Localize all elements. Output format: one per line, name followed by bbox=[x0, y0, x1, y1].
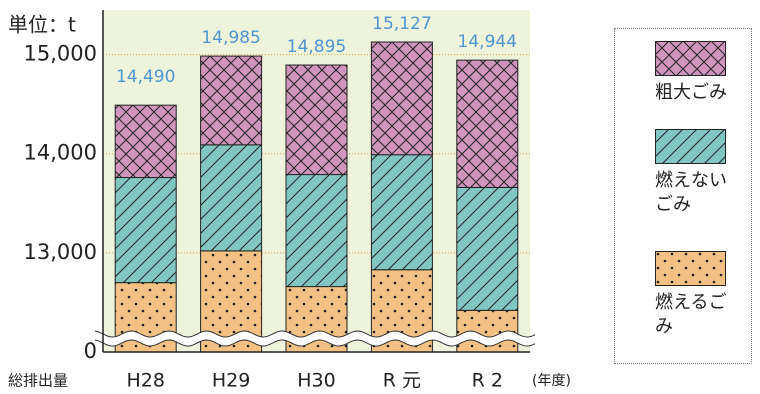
bar-pattern bbox=[285, 64, 348, 176]
legend-swatch-pattern bbox=[655, 41, 726, 76]
bar-pattern bbox=[456, 186, 519, 311]
y-tick-label: 13,000 bbox=[24, 240, 97, 264]
axis-break-line bbox=[94, 339, 536, 347]
legend: 粗大ごみ燃えないごみ 燃えるごみ bbox=[614, 28, 752, 364]
y-tick-label: 0 bbox=[84, 339, 97, 363]
legend-item: 粗大ごみ bbox=[655, 41, 735, 105]
total-label: 14,490 bbox=[116, 67, 175, 87]
y-tick-label: 14,000 bbox=[24, 141, 97, 165]
legend-swatch bbox=[655, 251, 726, 286]
legend-swatch-pattern bbox=[655, 129, 726, 164]
x-tick-label: H30 bbox=[297, 370, 335, 392]
x-tick-label: H28 bbox=[126, 370, 164, 392]
x-tick-label: R 2 bbox=[472, 370, 503, 392]
bar-pattern bbox=[370, 41, 433, 156]
bar-pattern bbox=[114, 177, 177, 284]
total-label: 14,985 bbox=[201, 28, 260, 48]
bar-pattern bbox=[114, 104, 177, 179]
bar-pattern bbox=[285, 174, 348, 288]
x-tick-label: R 元 bbox=[383, 370, 421, 392]
bar-pattern bbox=[456, 59, 519, 188]
legend-label: 粗大ごみ bbox=[655, 82, 727, 103]
legend-item: 燃えないごみ bbox=[655, 129, 735, 217]
total-label: 15,127 bbox=[372, 14, 431, 34]
bar-pattern bbox=[200, 55, 263, 146]
chart: 単位：t 総排出量 (年度) 0 13,000 14,000 15,000 14,490… bbox=[8, 10, 571, 392]
legend-label: 燃えないごみ bbox=[655, 170, 727, 215]
legend-swatch bbox=[655, 41, 726, 76]
total-label: 14,944 bbox=[458, 32, 517, 52]
y-axis-label: 単位：t bbox=[8, 13, 76, 37]
bar-pattern bbox=[200, 144, 263, 252]
legend-item: 燃えるごみ bbox=[655, 251, 735, 339]
x-axis-label: (年度) bbox=[532, 373, 571, 389]
axis-break bbox=[95, 331, 535, 346]
total-label: 14,895 bbox=[287, 37, 346, 57]
x-tick-label: H29 bbox=[212, 370, 250, 392]
legend-label: 燃えるごみ bbox=[655, 292, 727, 337]
total-caption: 総排出量 bbox=[8, 372, 68, 390]
legend-swatch bbox=[655, 129, 726, 164]
legend-swatch-pattern bbox=[655, 251, 726, 286]
y-tick-label: 15,000 bbox=[24, 42, 97, 66]
bar-pattern bbox=[370, 154, 433, 271]
axis-break-line bbox=[94, 330, 536, 338]
